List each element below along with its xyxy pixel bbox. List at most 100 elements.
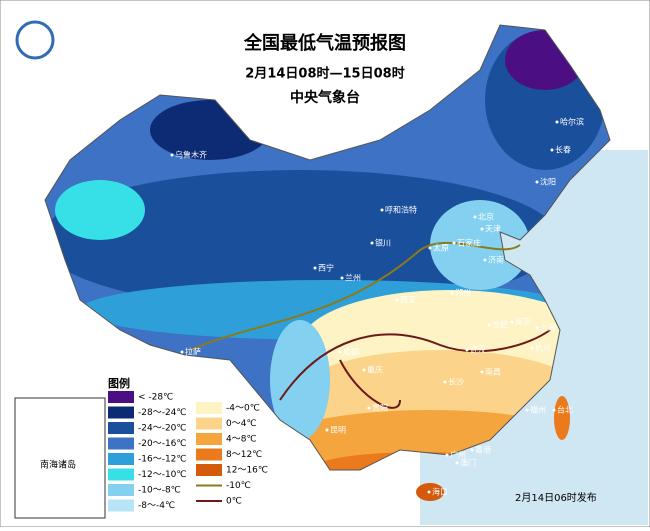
city-dot	[452, 241, 456, 245]
city-dot	[473, 215, 477, 219]
legend-swatch	[196, 433, 222, 445]
city-label: 北京	[478, 212, 494, 222]
legend-label: -16～-12℃	[138, 455, 187, 465]
city-label: 澳门	[460, 458, 476, 468]
legend-swatch	[196, 448, 222, 461]
city-dot	[445, 453, 449, 457]
city-label: 长沙	[448, 377, 464, 387]
city-dot	[470, 448, 474, 452]
legend-label: 0℃	[226, 497, 242, 507]
city-label: 哈尔滨	[560, 117, 584, 127]
city-dot	[427, 490, 431, 494]
city-label: 南京	[515, 317, 531, 327]
city-label: 郑州	[455, 288, 471, 298]
legend-label: 4～8℃	[226, 435, 257, 445]
border	[44, 24, 611, 471]
legend-label: 0～4℃	[226, 419, 257, 429]
issuer: 中央气象台	[290, 89, 360, 106]
city-dot	[487, 323, 491, 327]
city-dot	[370, 241, 374, 245]
city-label: 兰州	[345, 273, 361, 283]
city-label: 杭州	[535, 343, 551, 353]
city-dot	[380, 208, 384, 212]
city-dot	[443, 380, 447, 384]
city-label: 乌鲁木齐	[175, 150, 207, 160]
city-dot	[325, 428, 329, 432]
city-label: 昆明	[330, 426, 346, 435]
legend-swatch	[108, 484, 134, 496]
logo	[15, 20, 55, 60]
legend-label: -28～-24℃	[138, 408, 187, 418]
city-label: 广州	[450, 450, 466, 460]
city-dot	[170, 153, 174, 157]
city-label: 南宁	[400, 455, 416, 465]
isotherm-minus10	[189, 241, 521, 351]
city-label: 上海	[540, 323, 556, 333]
city-dot	[510, 320, 514, 324]
city-dot	[530, 346, 534, 350]
legend-swatch	[108, 499, 134, 512]
city-label: 贵阳	[372, 403, 388, 413]
legend: < -28℃ -28～-24℃ -24～-20℃ -20～-16℃ -16～-12℃ -1…	[108, 391, 268, 512]
city-dot	[480, 370, 484, 374]
legend-label: 8～12℃	[226, 450, 262, 460]
title: 全国最低气温预报图	[243, 32, 406, 54]
city-label: 香港	[475, 445, 491, 455]
city-dot	[535, 180, 539, 184]
city-dot	[552, 408, 556, 412]
taiwan	[554, 396, 570, 440]
city-dot	[483, 258, 487, 262]
city-dot	[555, 120, 559, 124]
city-label: 石家庄	[457, 238, 481, 248]
city-dot	[465, 348, 469, 352]
city-label: 银川	[375, 238, 391, 248]
city-dot	[450, 291, 454, 295]
city-label: 南昌	[485, 367, 501, 377]
legend-swatch	[108, 422, 134, 434]
city-label: 重庆	[367, 365, 383, 375]
city-label: 西安	[400, 295, 416, 305]
legend-label: -8～-4℃	[138, 501, 175, 511]
legend-label: -24～-20℃	[138, 424, 187, 434]
issued: 2月14日06时发布	[515, 491, 597, 504]
city-dot	[428, 246, 432, 250]
city-dot	[535, 326, 539, 330]
city-dot	[550, 148, 554, 152]
city-dot	[180, 350, 184, 354]
city-label: 济南	[488, 255, 504, 265]
inset-box	[14, 397, 106, 519]
city-dot	[340, 276, 344, 280]
legend-swatch	[108, 406, 134, 419]
legend-label: -10℃	[226, 481, 251, 491]
city-label: 福州	[530, 406, 546, 415]
city-dot	[395, 298, 399, 302]
city-label: 成都	[343, 347, 359, 357]
inset-label: 南海诸岛	[40, 459, 76, 471]
legend-swatch	[108, 391, 134, 403]
city-dot	[362, 368, 366, 372]
period: 2月14日08时—15日08时	[245, 66, 404, 82]
city-dot	[455, 461, 459, 465]
city-label: 太原	[433, 243, 449, 253]
city-label: 台北	[557, 405, 573, 415]
city-dot	[367, 406, 371, 410]
isotherm-0	[279, 329, 551, 409]
city-dot	[338, 350, 342, 354]
legend-label: -10～-8℃	[138, 486, 181, 496]
city-label: 长春	[555, 145, 571, 155]
city-label: 海口	[432, 487, 448, 497]
city-label: 西宁	[318, 263, 334, 273]
legend-swatch	[108, 437, 134, 450]
city-dot	[395, 458, 399, 462]
legend-swatch	[108, 453, 134, 465]
city-label: 天津	[485, 224, 501, 234]
legend-label: -20～-16℃	[138, 439, 187, 449]
legend-swatch	[196, 417, 222, 430]
city-label: 呼和浩特	[385, 205, 417, 215]
legend-title: 图例	[108, 376, 130, 390]
legend-swatch	[196, 464, 222, 476]
legend-label: -12～-10℃	[138, 470, 187, 480]
legend-label: < -28℃	[138, 393, 173, 403]
